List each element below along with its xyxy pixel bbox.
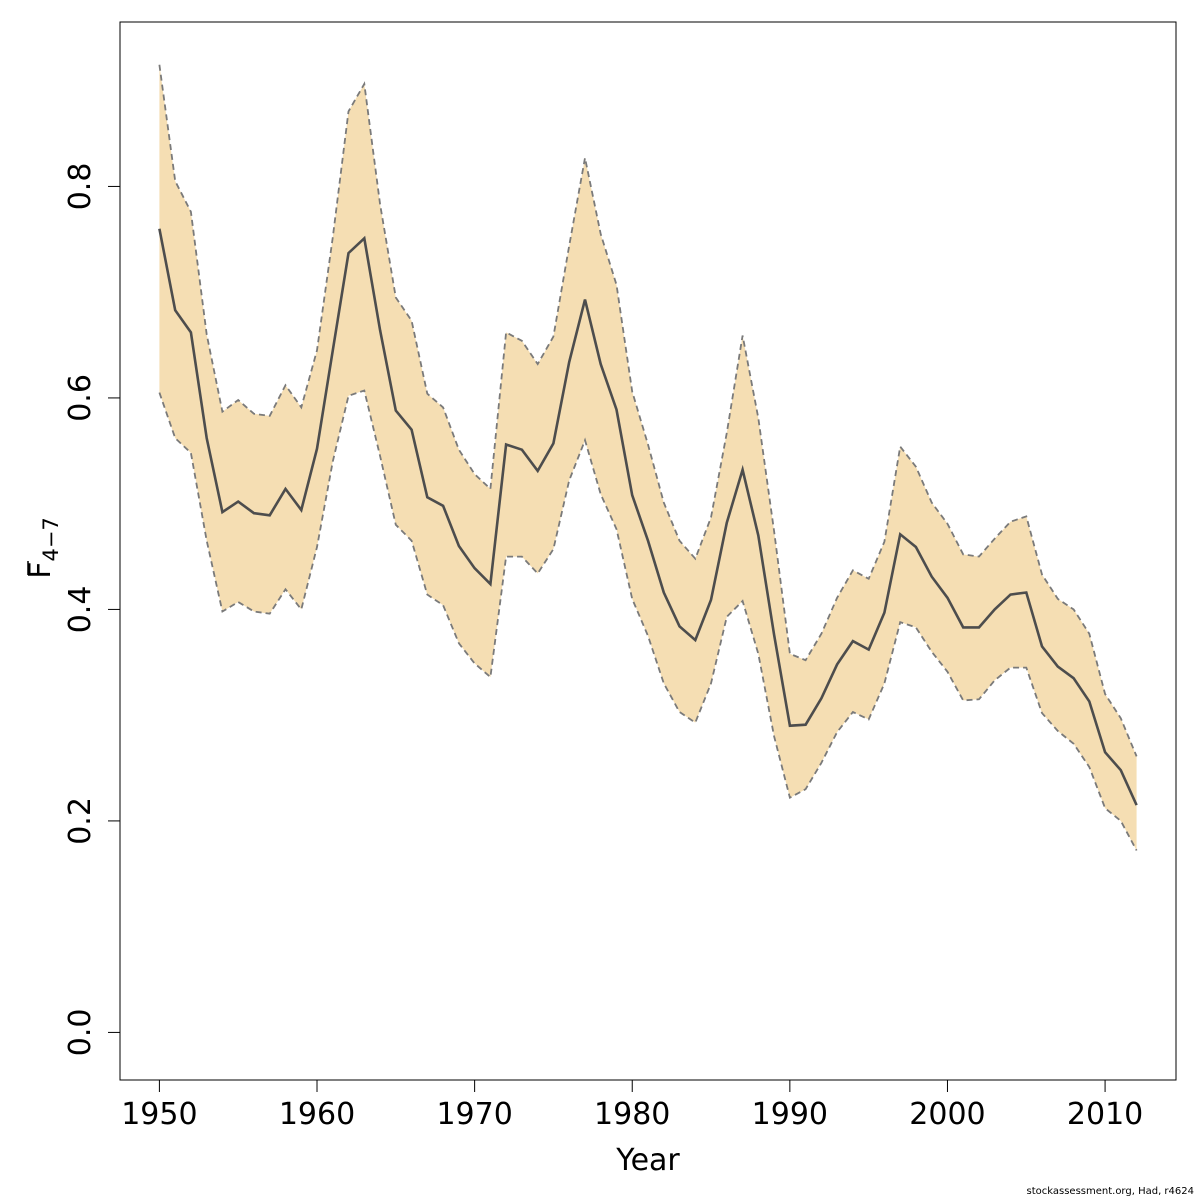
y-axis-title: F4−7 (23, 517, 63, 579)
x-axis-title: Year (615, 1143, 680, 1178)
x-tick-label-1970: 1970 (436, 1097, 512, 1132)
y-axis-title-subscript: 4−7 (39, 517, 63, 561)
x-tick-label-1980: 1980 (594, 1097, 670, 1132)
upper-bound-line (158, 64, 1138, 757)
y-axis-title-main: F (23, 562, 58, 579)
x-tick-label-1960: 1960 (279, 1097, 355, 1132)
estimate-line (158, 228, 1138, 806)
source-credit: stockassessment.org, Had, r4624 (1026, 1186, 1195, 1197)
y-tick-label-0.2: 0.2 (63, 797, 98, 845)
y-tick-label-0.8: 0.8 (63, 163, 98, 211)
x-tick-label-1950: 1950 (121, 1097, 197, 1132)
y-tick-label-0.0: 0.0 (63, 1009, 98, 1057)
x-tick-label-2010: 2010 (1067, 1097, 1143, 1132)
x-tick-label-2000: 2000 (909, 1097, 985, 1132)
y-tick-label-0.6: 0.6 (63, 374, 98, 422)
lower-bound-line (158, 389, 1138, 851)
y-tick-label-0.4: 0.4 (63, 586, 98, 634)
confidence-band (159, 64, 1137, 851)
x-tick-label-1990: 1990 (752, 1097, 828, 1132)
svg-text:F4−7: F4−7 (23, 517, 63, 579)
